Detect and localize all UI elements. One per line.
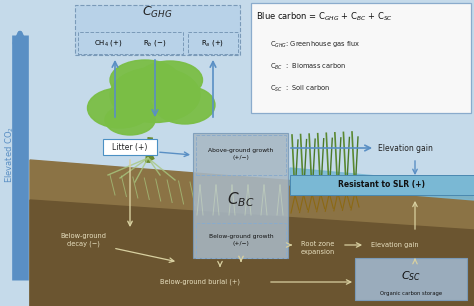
Text: Below-ground growth
(+/−): Below-ground growth (+/−) [209, 234, 273, 246]
Text: Above-ground growth
(+/−): Above-ground growth (+/−) [209, 148, 273, 160]
Bar [196, 135, 286, 175]
Text: Elevated CO$_2$: Elevated CO$_2$ [4, 126, 16, 184]
Text: Below-ground
decay (−): Below-ground decay (−) [60, 233, 106, 247]
Text: Organic carbon storage: Organic carbon storage [380, 290, 442, 296]
Ellipse shape [155, 86, 215, 124]
Text: C$_{GHG}$: Greenhouse gas flux: C$_{GHG}$: Greenhouse gas flux [270, 40, 360, 50]
Text: Litter (+): Litter (+) [112, 143, 148, 151]
Text: Blue carbon = C$_{GHG}$ + C$_{BC}$ + C$_{SC}$: Blue carbon = C$_{GHG}$ + C$_{BC}$ + C$_… [256, 11, 393, 23]
Text: C$_{GHG}$: C$_{GHG}$ [142, 5, 172, 20]
Ellipse shape [110, 68, 200, 122]
Bar [103, 139, 157, 155]
Text: Below-ground burial (+): Below-ground burial (+) [160, 279, 240, 285]
Text: C$_{BC}$  :  Biomass carbon: C$_{BC}$ : Biomass carbon [270, 62, 346, 72]
Text: C$_{BC}$: C$_{BC}$ [227, 191, 255, 209]
Text: Elevation gain: Elevation gain [371, 242, 419, 248]
Bar [355, 258, 467, 300]
Ellipse shape [88, 88, 153, 128]
Bar [193, 133, 288, 258]
Text: R$_b$ (−): R$_b$ (−) [143, 38, 167, 48]
Text: Elevation gain: Elevation gain [378, 144, 433, 152]
Text: C$_{SC}$: C$_{SC}$ [401, 269, 421, 283]
Bar [188, 32, 238, 54]
FancyBboxPatch shape [251, 3, 471, 113]
Text: C$_{SC}$  :  Soil carbon: C$_{SC}$ : Soil carbon [270, 84, 330, 94]
Ellipse shape [137, 61, 202, 99]
Ellipse shape [105, 105, 155, 135]
Ellipse shape [110, 60, 180, 100]
Bar [196, 223, 286, 258]
Text: CH$_4$ (+): CH$_4$ (+) [94, 38, 122, 48]
Polygon shape [30, 200, 474, 306]
Text: R$_a$ (+): R$_a$ (+) [201, 38, 225, 48]
Text: Root zone
expansion: Root zone expansion [301, 241, 335, 255]
Polygon shape [30, 160, 474, 306]
Bar [75, 5, 240, 55]
Bar [78, 32, 183, 54]
Bar [290, 175, 474, 195]
Text: Resistant to SLR (+): Resistant to SLR (+) [338, 181, 426, 189]
Polygon shape [290, 168, 474, 200]
